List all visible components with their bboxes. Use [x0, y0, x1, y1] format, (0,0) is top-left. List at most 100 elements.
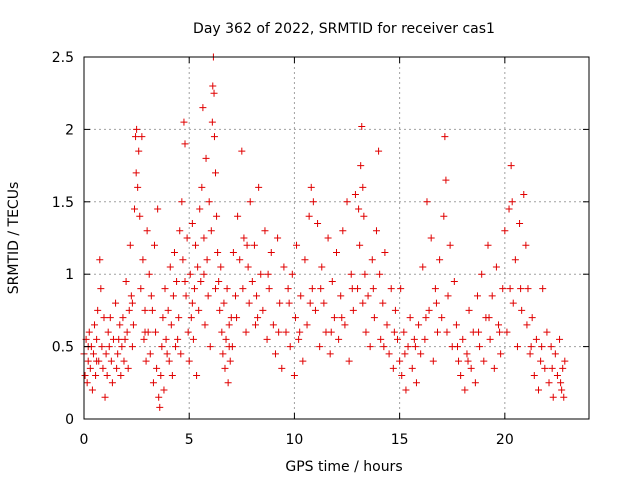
data-point: [259, 306, 267, 314]
data-point: [199, 104, 207, 112]
data-point: [141, 306, 149, 314]
data-point: [359, 183, 367, 191]
data-point: [375, 147, 383, 155]
data-point: [140, 335, 148, 343]
data-point: [327, 328, 335, 336]
data-point: [557, 379, 565, 387]
data-point: [86, 364, 94, 372]
data-point: [119, 314, 127, 322]
data-point: [263, 335, 271, 343]
data-point: [244, 263, 252, 271]
data-point: [499, 285, 507, 293]
data-point: [320, 299, 328, 307]
data-point: [513, 343, 521, 351]
data-point: [121, 335, 129, 343]
data-point: [222, 335, 230, 343]
data-point: [548, 364, 556, 372]
data-point: [136, 212, 144, 220]
data-point: [190, 285, 198, 293]
data-point: [475, 328, 483, 336]
data-point: [265, 285, 273, 293]
data-point: [511, 256, 519, 264]
data-point: [558, 386, 566, 394]
data-point: [210, 89, 218, 97]
data-point: [379, 299, 387, 307]
data-point: [432, 299, 440, 307]
data-point: [476, 343, 484, 351]
data-point: [242, 328, 250, 336]
data-point: [385, 350, 393, 358]
data-point: [212, 169, 220, 177]
data-point: [154, 205, 162, 213]
data-point: [234, 212, 242, 220]
data-point: [261, 227, 269, 235]
data-point: [165, 357, 173, 365]
data-point: [176, 227, 184, 235]
data-point: [355, 205, 363, 213]
data-point: [316, 343, 324, 351]
data-point: [400, 328, 408, 336]
data-point: [254, 314, 262, 322]
data-point: [202, 154, 210, 162]
data-point: [169, 292, 177, 300]
data-point: [108, 379, 116, 387]
data-point: [455, 357, 463, 365]
data-point: [509, 299, 517, 307]
data-point: [236, 256, 244, 264]
y-axis-label: SRMTID / TECUs: [6, 182, 22, 295]
data-point: [326, 350, 334, 358]
data-point: [93, 357, 101, 365]
data-point: [556, 335, 564, 343]
data-point: [524, 285, 532, 293]
data-point: [465, 306, 473, 314]
data-point: [314, 220, 322, 228]
data-point: [397, 285, 405, 293]
data-point: [551, 350, 559, 358]
data-point: [128, 299, 136, 307]
data-point: [440, 212, 448, 220]
data-point: [485, 314, 493, 322]
data-point: [186, 270, 194, 278]
data-point: [417, 350, 425, 358]
data-point: [196, 205, 204, 213]
data-point: [96, 256, 104, 264]
data-point: [115, 335, 123, 343]
data-point: [182, 292, 190, 300]
data-point: [545, 379, 553, 387]
data-point: [164, 306, 172, 314]
data-point: [123, 328, 131, 336]
data-point: [173, 277, 181, 285]
data-point: [161, 285, 169, 293]
data-point: [81, 372, 89, 380]
data-point: [120, 357, 128, 365]
data-point: [205, 198, 213, 206]
data-point: [106, 314, 114, 322]
data-point: [124, 364, 132, 372]
data-point: [188, 220, 196, 228]
data-point: [408, 364, 416, 372]
data-point: [118, 343, 126, 351]
data-point: [293, 241, 301, 249]
data-point: [306, 299, 314, 307]
data-point: [404, 343, 412, 351]
data-point: [218, 328, 226, 336]
data-point: [496, 328, 504, 336]
data-point: [364, 292, 372, 300]
data-point: [233, 314, 241, 322]
data-point: [248, 277, 256, 285]
data-point: [473, 292, 481, 300]
data-point: [100, 314, 108, 322]
x-tick-label: 0: [80, 432, 89, 448]
data-point: [528, 314, 536, 322]
data-point: [245, 299, 253, 307]
data-point: [139, 256, 147, 264]
data-point: [146, 350, 154, 358]
data-point: [150, 241, 158, 249]
data-point: [104, 328, 112, 336]
data-point: [520, 191, 528, 199]
data-point: [398, 372, 406, 380]
data-point: [535, 386, 542, 394]
data-point: [183, 234, 191, 242]
data-point: [276, 299, 284, 307]
data-point: [335, 335, 343, 343]
